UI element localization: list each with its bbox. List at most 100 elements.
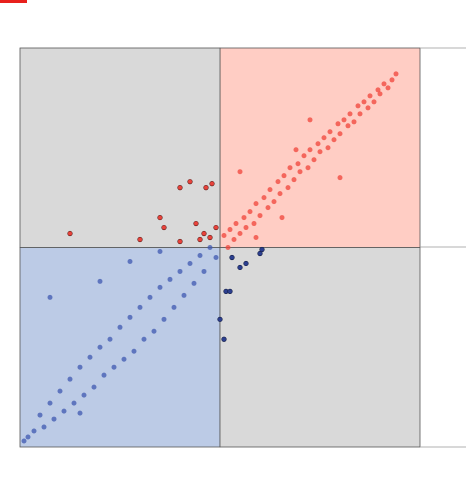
point bbox=[137, 236, 143, 243]
point bbox=[207, 234, 213, 241]
point bbox=[71, 400, 77, 406]
point bbox=[253, 201, 259, 207]
point bbox=[227, 288, 233, 294]
point bbox=[375, 87, 381, 93]
point bbox=[237, 169, 243, 175]
point bbox=[257, 213, 263, 219]
point bbox=[201, 268, 207, 274]
point bbox=[315, 141, 321, 147]
point bbox=[221, 336, 227, 342]
point bbox=[385, 85, 391, 91]
point bbox=[151, 328, 157, 334]
point bbox=[37, 412, 43, 418]
point bbox=[191, 280, 197, 286]
point bbox=[347, 111, 353, 117]
point bbox=[61, 408, 67, 414]
point bbox=[371, 99, 377, 105]
point bbox=[307, 117, 313, 123]
point bbox=[167, 276, 173, 282]
point bbox=[51, 416, 57, 422]
point bbox=[325, 145, 331, 151]
point bbox=[251, 221, 257, 227]
point bbox=[25, 434, 31, 440]
point bbox=[107, 336, 113, 342]
point bbox=[381, 81, 387, 87]
point bbox=[365, 105, 371, 111]
point bbox=[231, 237, 237, 243]
point bbox=[287, 165, 293, 171]
point bbox=[233, 221, 239, 227]
point bbox=[295, 161, 301, 167]
point bbox=[357, 111, 363, 117]
point bbox=[41, 424, 47, 430]
point bbox=[157, 284, 163, 290]
point bbox=[281, 173, 287, 179]
point bbox=[47, 400, 53, 406]
point bbox=[243, 260, 249, 267]
quadrant bbox=[219, 247, 421, 448]
point bbox=[141, 336, 147, 342]
corner-bar bbox=[0, 0, 27, 3]
point bbox=[101, 372, 107, 378]
point bbox=[341, 117, 347, 123]
point bbox=[221, 233, 227, 239]
quadrant bbox=[19, 247, 221, 448]
point bbox=[197, 236, 203, 243]
point bbox=[337, 131, 343, 137]
point bbox=[193, 220, 199, 227]
point bbox=[209, 181, 215, 187]
point bbox=[177, 268, 183, 274]
point bbox=[67, 376, 73, 382]
point bbox=[297, 169, 303, 175]
point bbox=[259, 246, 265, 253]
point bbox=[237, 264, 243, 271]
point bbox=[77, 410, 83, 416]
point bbox=[345, 123, 351, 129]
point bbox=[213, 224, 219, 231]
point bbox=[321, 135, 327, 141]
point bbox=[217, 316, 223, 322]
point bbox=[237, 231, 243, 237]
point bbox=[97, 344, 103, 350]
point bbox=[21, 438, 27, 444]
point bbox=[301, 153, 307, 159]
point bbox=[181, 292, 187, 298]
point bbox=[47, 294, 53, 300]
point bbox=[97, 278, 103, 284]
point bbox=[361, 99, 367, 105]
point bbox=[171, 304, 177, 310]
point bbox=[275, 179, 281, 185]
point bbox=[253, 235, 259, 241]
point bbox=[243, 225, 249, 231]
point bbox=[389, 77, 395, 83]
point bbox=[335, 121, 341, 127]
point bbox=[81, 392, 87, 398]
point bbox=[197, 252, 203, 258]
point bbox=[351, 119, 357, 125]
point bbox=[305, 165, 311, 171]
point bbox=[201, 230, 207, 237]
point bbox=[157, 214, 163, 221]
points bbox=[21, 71, 399, 444]
point bbox=[131, 348, 137, 354]
point bbox=[77, 364, 83, 370]
point bbox=[331, 137, 337, 143]
point bbox=[265, 205, 271, 211]
point bbox=[293, 147, 299, 153]
point bbox=[241, 215, 247, 221]
point bbox=[225, 245, 231, 250]
point bbox=[127, 314, 133, 320]
point bbox=[285, 185, 291, 191]
point bbox=[393, 71, 399, 77]
point bbox=[161, 224, 167, 231]
point bbox=[257, 250, 263, 257]
point bbox=[307, 147, 313, 153]
point bbox=[271, 199, 277, 205]
point bbox=[187, 179, 193, 185]
point bbox=[247, 209, 253, 215]
point bbox=[121, 356, 127, 362]
point bbox=[229, 254, 235, 261]
point bbox=[377, 91, 383, 97]
point bbox=[127, 258, 133, 264]
